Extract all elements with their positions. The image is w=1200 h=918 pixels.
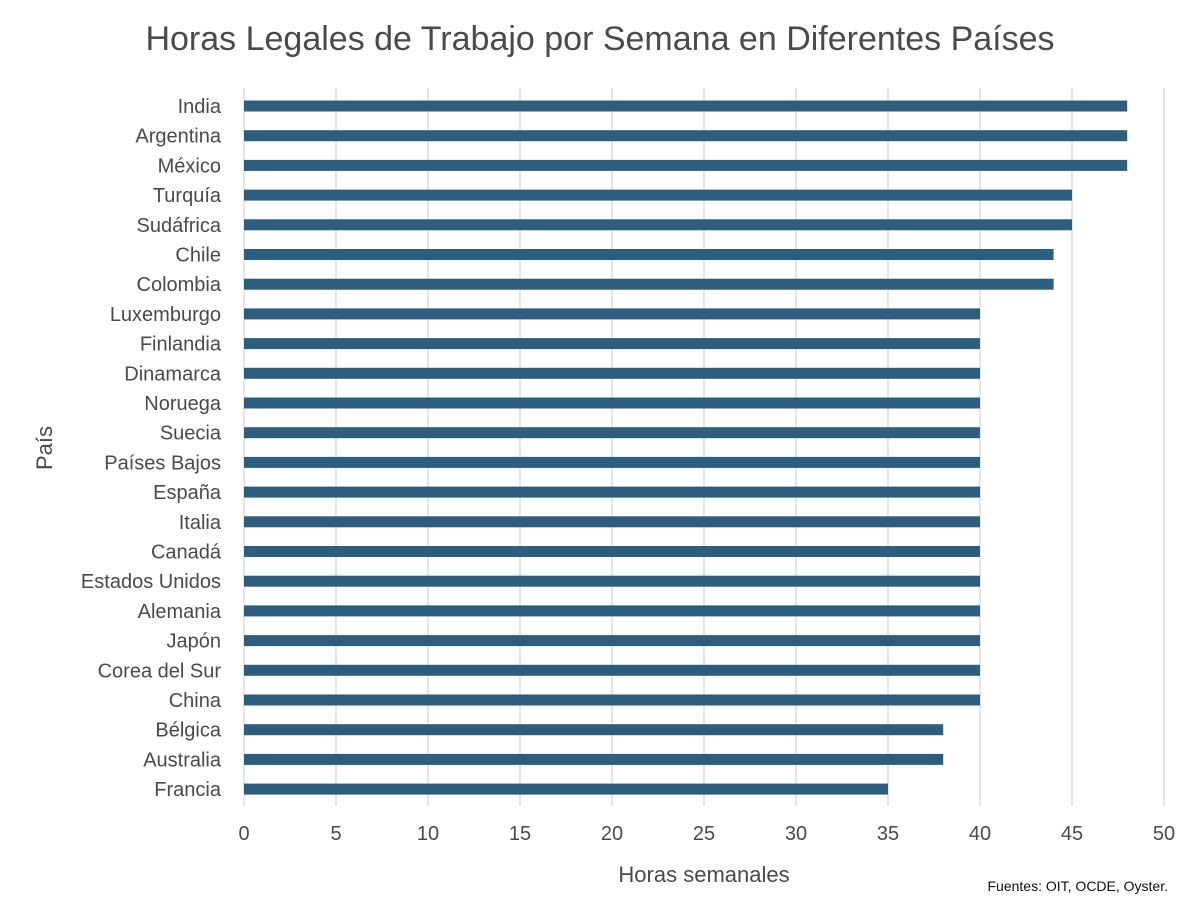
bar-corea-del-sur bbox=[244, 664, 980, 676]
x-tick-label: 40 bbox=[969, 823, 991, 845]
bar-colombia bbox=[244, 278, 1054, 290]
bar-luxemburgo bbox=[244, 308, 980, 320]
category-label: Colombia bbox=[137, 274, 222, 296]
x-tick-label: 50 bbox=[1153, 823, 1175, 845]
category-label: Noruega bbox=[144, 393, 222, 415]
category-label: Australia bbox=[143, 749, 222, 771]
x-tick-label: 25 bbox=[693, 823, 715, 845]
source-note: Fuentes: OIT, OCDE, Oyster. bbox=[988, 878, 1169, 894]
category-label: España bbox=[153, 482, 222, 504]
bar-canadá bbox=[244, 546, 980, 557]
bar-méxico bbox=[244, 159, 1128, 171]
category-label: Canadá bbox=[151, 542, 222, 564]
x-tick-label: 5 bbox=[330, 823, 341, 845]
bar-australia bbox=[244, 753, 944, 765]
x-tick-labels: 0 5 10 15 20 25 30 35 40 45 50 bbox=[238, 823, 1175, 845]
bar-chile bbox=[244, 249, 1054, 260]
category-label: Sudáfrica bbox=[137, 215, 222, 237]
bar-suecia bbox=[244, 427, 980, 439]
bar-francia bbox=[244, 783, 888, 795]
bar-alemania bbox=[244, 605, 980, 617]
category-label: Francia bbox=[154, 779, 222, 801]
bar-india bbox=[244, 100, 1128, 112]
category-label: China bbox=[169, 690, 222, 712]
x-tick-label: 45 bbox=[1061, 823, 1083, 845]
bar-finlandia bbox=[244, 338, 980, 350]
x-tick-label: 35 bbox=[877, 823, 899, 845]
chart-title: Horas Legales de Trabajo por Semana en D… bbox=[145, 20, 1054, 58]
gridlines bbox=[243, 88, 1165, 806]
category-label: Estados Unidos bbox=[81, 571, 221, 593]
bar-estados-unidos bbox=[244, 575, 980, 587]
x-tick-label: 20 bbox=[601, 823, 623, 845]
x-tick-label: 30 bbox=[785, 823, 807, 845]
category-label: Países Bajos bbox=[104, 452, 221, 474]
bar-sudáfrica bbox=[244, 219, 1072, 231]
category-label: Argentina bbox=[135, 126, 221, 148]
x-axis-title: Horas semanales bbox=[618, 862, 789, 887]
bar-dinamarca bbox=[244, 367, 980, 379]
category-label: Turquía bbox=[153, 185, 222, 207]
category-label: Bélgica bbox=[155, 720, 221, 742]
y-axis-title: País bbox=[32, 426, 57, 470]
category-label: Dinamarca bbox=[124, 363, 222, 385]
bar-italia bbox=[244, 516, 980, 528]
bar-argentina bbox=[244, 130, 1128, 142]
category-labels: India Argentina México Turquía Sudáfrica Chil… bbox=[81, 96, 222, 801]
bar-china bbox=[244, 694, 980, 706]
bar-noruega bbox=[244, 397, 980, 409]
bar-turquía bbox=[244, 189, 1072, 201]
x-tick-label: 10 bbox=[417, 823, 439, 845]
bars bbox=[244, 100, 1128, 795]
category-label: Italia bbox=[179, 512, 222, 534]
category-label: Japón bbox=[167, 631, 222, 653]
bar-países-bajos bbox=[244, 456, 980, 468]
category-label: India bbox=[178, 96, 222, 118]
category-label: Suecia bbox=[160, 423, 222, 445]
bar-españa bbox=[244, 486, 980, 498]
category-label: Chile bbox=[175, 245, 221, 267]
category-label: Luxemburgo bbox=[110, 304, 221, 326]
bar-japón bbox=[244, 635, 980, 647]
category-label: Alemania bbox=[138, 601, 222, 623]
x-tick-label: 15 bbox=[509, 823, 531, 845]
category-label: México bbox=[158, 155, 221, 177]
category-label: Corea del Sur bbox=[98, 660, 222, 682]
bar-bélgica bbox=[244, 724, 944, 736]
category-label: Finlandia bbox=[140, 334, 222, 356]
x-tick-label: 0 bbox=[238, 823, 249, 845]
